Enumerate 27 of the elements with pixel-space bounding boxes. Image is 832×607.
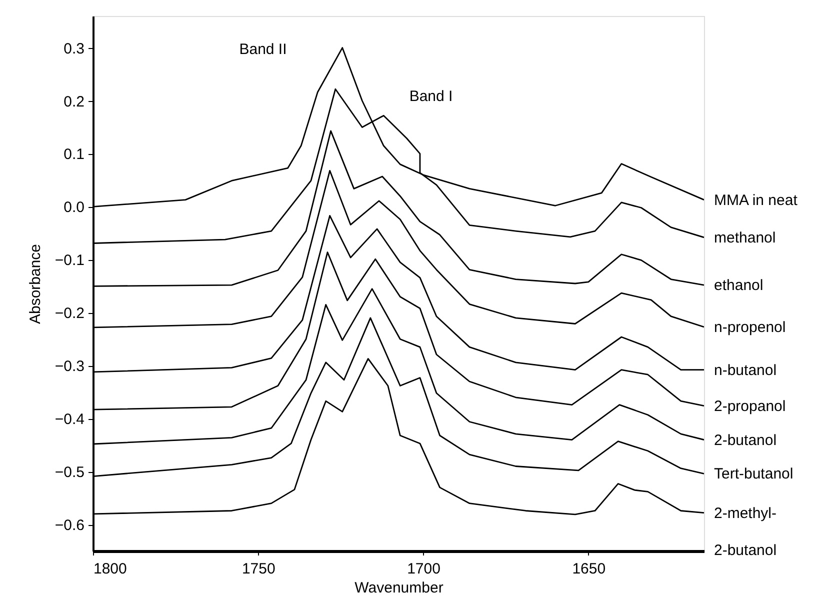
series-label: Tert-butanol [714,466,794,483]
text: 2-methyl- 2-butanol [714,504,777,559]
y-tick-label: −0.6 [54,517,84,534]
y-tick-label: 0.2 [64,93,84,110]
x-axis-title: Wavenumber [354,580,444,596]
y-tick-label: −0.5 [54,464,84,482]
series-label: n-propenol [714,318,786,336]
y-tick-label: −0.1 [54,252,84,270]
annotation: Band I [409,88,453,105]
series-label: n-butanol [714,362,777,379]
series-label: 2-butanol [714,432,777,449]
x-tick-label: 1650 [572,560,606,578]
series-label: MMA in neat [714,192,798,209]
x-tick-label: 1750 [242,560,276,578]
series-label: 2-propanol [714,398,786,415]
y-tick-label: −0.2 [54,305,84,322]
y-tick-label: 0.0 [64,199,84,216]
series-label: methanol [714,229,776,246]
x-tick-label: 1700 [407,560,440,578]
series-label: ethanol [714,277,764,294]
y-tick-label: −0.3 [54,358,84,376]
y-axis-title: Absorbance [26,244,44,324]
x-tick-label: 1800 [94,560,127,578]
y-tick-label: 0.1 [64,146,84,164]
y-tick-label: −0.4 [54,411,84,428]
annotation: Band II [239,41,287,58]
y-tick-label: 0.3 [64,40,84,58]
